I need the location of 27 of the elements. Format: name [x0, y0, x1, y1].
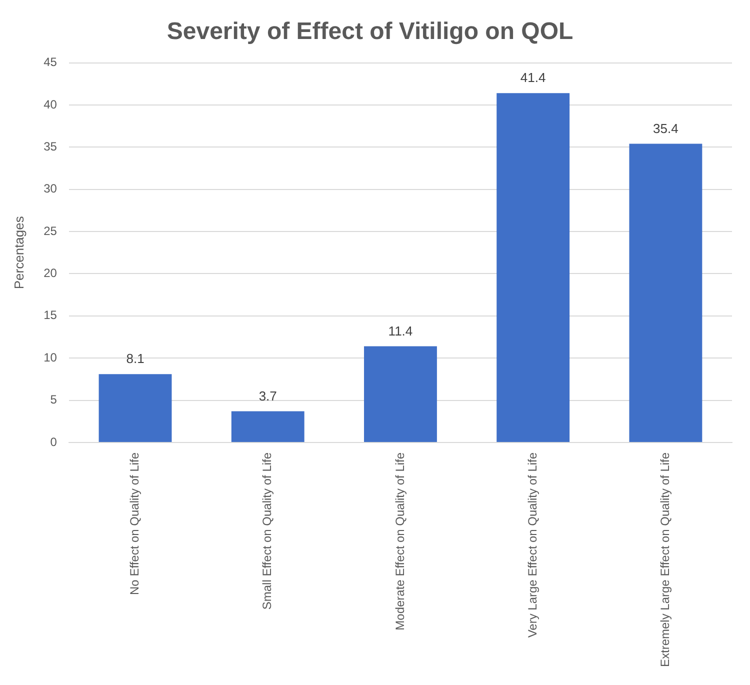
y-tick-label: 15 [44, 308, 58, 322]
y-axis-title: Percentages [11, 216, 26, 290]
bar [98, 374, 172, 442]
data-label: 11.4 [388, 323, 413, 338]
x-tick-label: Small Effect on Quality of Life [260, 452, 274, 610]
y-tick-label: 35 [44, 139, 58, 154]
y-tick-label: 45 [44, 55, 58, 70]
y-tick-label: 5 [50, 392, 58, 407]
bar [231, 411, 304, 442]
y-tick-label: 25 [44, 224, 58, 238]
x-tick-label: Very Large Effect on Quality of Life [525, 452, 540, 638]
bar [496, 93, 570, 442]
data-label: 35.4 [653, 120, 678, 136]
data-label: 3.7 [258, 388, 277, 404]
y-tick-label: 0 [50, 434, 58, 449]
x-tick-label: Extremely Large Effect on Quality of Life [658, 452, 672, 668]
y-tick-label: 20 [44, 266, 58, 280]
x-tick-label: Moderate Effect on Quality of Life [392, 452, 407, 630]
bar [629, 144, 702, 442]
y-tick-label: 30 [44, 182, 58, 196]
x-tick-label: No Effect on Quality of Life [128, 452, 142, 595]
bar [364, 346, 437, 442]
y-tick-label: 10 [44, 350, 58, 364]
data-label: 41.4 [520, 70, 546, 86]
y-tick-label: 40 [44, 97, 58, 112]
chart-title: Severity of Effect of Vitiligo on QOL [166, 18, 574, 46]
data-label: 8.1 [126, 351, 144, 366]
